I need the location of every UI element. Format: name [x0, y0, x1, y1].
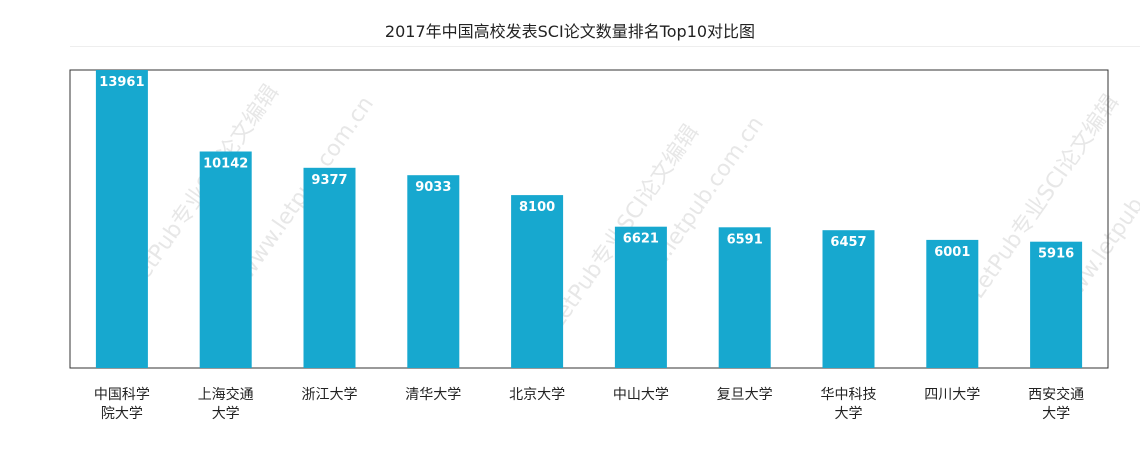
bar: [926, 239, 979, 368]
category-label: 上海交通大学: [198, 386, 254, 422]
bar-value-label: 13961: [99, 75, 144, 90]
plot-frame: [69, 69, 1109, 369]
bar: [407, 175, 460, 368]
category-label: 西安交通大学: [1028, 386, 1084, 422]
bars-group: 13961 10142 9377 9033 8100 6621 6591 6457 6001 59…: [95, 70, 1083, 368]
bar-value-label: 6591: [727, 232, 763, 247]
bar: [614, 226, 667, 368]
bar-value-label: 9377: [311, 173, 347, 188]
category-labels-group: 中国科学院大学 上海交通大学 浙江大学 清华大学 北京大学 中山大学 复旦大学 华中科技大学 四…: [94, 386, 1084, 422]
bar: [1030, 241, 1083, 368]
bar: [511, 195, 564, 368]
bar-value-label: 9033: [415, 180, 451, 195]
category-label: 四川大学: [924, 387, 980, 403]
category-label: 复旦大学: [717, 386, 773, 403]
bar: [199, 151, 252, 368]
bar: [822, 230, 875, 368]
bar-value-label: 8100: [519, 200, 555, 215]
bar-value-label: 6001: [934, 245, 970, 260]
bar-value-label: 5916: [1038, 247, 1074, 262]
bar: [718, 227, 771, 368]
bar-value-label: 6621: [623, 232, 659, 247]
bar: [95, 70, 148, 368]
chart-title: 2017年中国高校发表SCI论文数量排名Top10对比图: [384, 22, 756, 41]
category-label: 北京大学: [509, 387, 565, 403]
category-label: 清华大学: [405, 387, 461, 403]
category-label: 浙江大学: [302, 387, 358, 403]
category-label: 中山大学: [613, 387, 669, 403]
bar-value-label: 6457: [830, 235, 866, 250]
bar-value-label: 10142: [203, 157, 248, 172]
category-label: 华中科技大学: [821, 387, 877, 422]
bar: [303, 167, 356, 368]
title-divider: [70, 46, 1140, 47]
category-label: 中国科学院大学: [94, 387, 150, 422]
